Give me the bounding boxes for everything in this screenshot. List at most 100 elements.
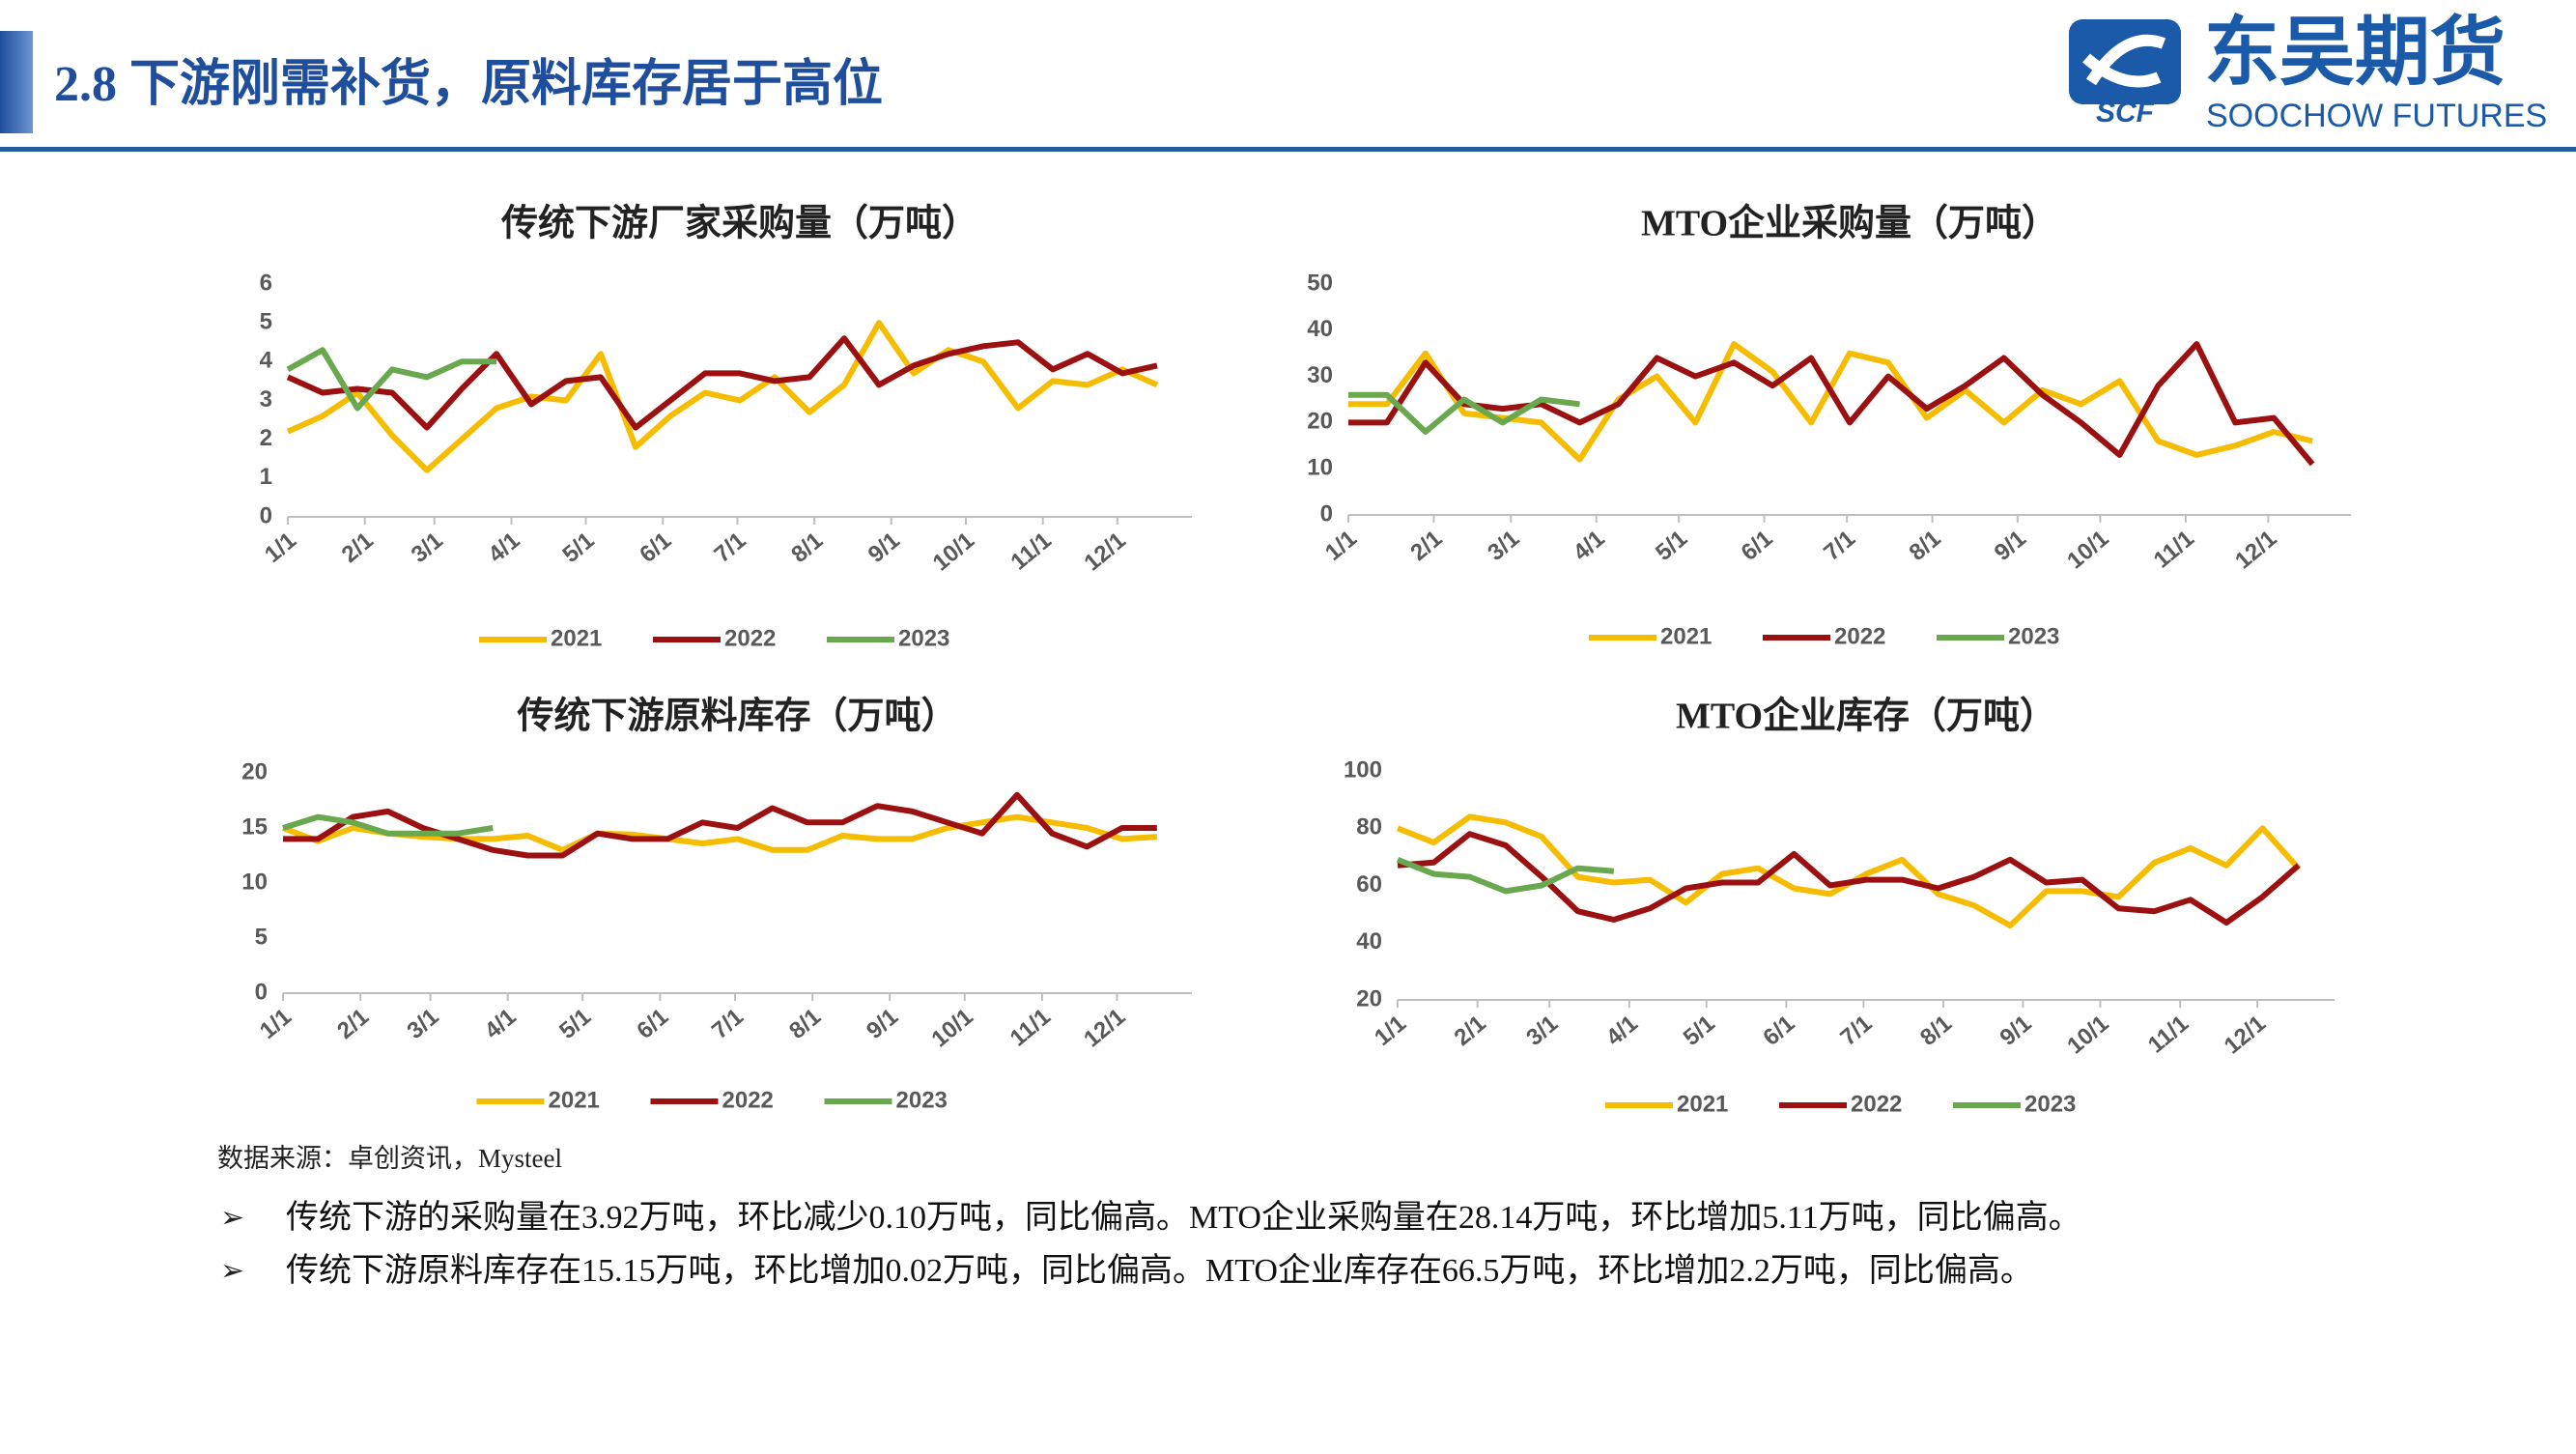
y-tick-label: 20 xyxy=(241,758,268,784)
y-tick-label: 40 xyxy=(1307,316,1333,342)
x-tick-label: 5/1 xyxy=(554,1004,596,1044)
x-tick-label: 10/1 xyxy=(928,527,979,577)
series-line xyxy=(286,320,1159,473)
x-tick-label: 5/1 xyxy=(558,527,600,568)
x-tick-label: 9/1 xyxy=(862,1004,903,1044)
y-tick-label: 10 xyxy=(241,869,268,895)
x-tick-label: 3/1 xyxy=(1483,526,1524,566)
legend-label: 2022 xyxy=(722,1087,774,1113)
series-line xyxy=(286,347,496,412)
x-tick-label: 10/1 xyxy=(2062,1011,2113,1060)
x-tick-label: 8/1 xyxy=(784,1004,826,1044)
series-line xyxy=(1348,341,2315,467)
x-tick-label: 6/1 xyxy=(635,527,676,568)
note: 传统下游的采购量在3.92万吨，环比减少0.10万吨，同比偏高。MTO企业采购量… xyxy=(286,1199,2081,1236)
x-tick-label: 4/1 xyxy=(480,1004,522,1044)
x-tick-label: 12/1 xyxy=(1079,1004,1130,1053)
x-tick-label: 2/1 xyxy=(332,1004,374,1044)
chart-title: 传统下游原料库存（万吨） xyxy=(516,697,957,737)
x-tick-label: 7/1 xyxy=(707,1004,749,1044)
x-tick-label: 3/1 xyxy=(403,1004,444,1044)
y-tick-label: 20 xyxy=(1356,985,1382,1012)
x-tick-label: 2/1 xyxy=(337,527,379,568)
legend-label: 2022 xyxy=(1834,623,1885,649)
series-line xyxy=(1396,857,1615,895)
x-tick-label: 3/1 xyxy=(407,527,448,568)
series-line xyxy=(283,791,1157,859)
bullet: ➢ xyxy=(220,1202,244,1234)
header-bar xyxy=(0,31,33,133)
series-line xyxy=(1348,341,2313,463)
brand-cn: 东吴期货 xyxy=(2204,10,2505,95)
x-tick-label: 4/1 xyxy=(1601,1011,1643,1051)
legend-label: 2021 xyxy=(1660,623,1712,649)
x-tick-label: 7/1 xyxy=(1835,1011,1877,1051)
x-tick-label: 3/1 xyxy=(1521,1011,1563,1051)
x-tick-label: 11/1 xyxy=(1005,1004,1056,1052)
x-tick-label: 5/1 xyxy=(1679,1011,1720,1051)
x-tick-label: 6/1 xyxy=(632,1004,673,1044)
y-tick-label: 15 xyxy=(241,813,268,840)
x-tick-label: 11/1 xyxy=(2143,1011,2194,1059)
y-tick-label: 4 xyxy=(260,348,273,374)
series-line xyxy=(281,813,1157,853)
y-tick-label: 30 xyxy=(1307,362,1333,388)
legend-label: 2023 xyxy=(896,1087,948,1113)
x-tick-label: 1/1 xyxy=(1370,1011,1411,1051)
chart-title: MTO企业库存（万吨） xyxy=(1676,696,2056,737)
y-tick-label: 80 xyxy=(1356,814,1382,841)
legend-label: 2022 xyxy=(724,625,776,651)
note: 传统下游原料库存在15.15万吨，环比增加0.02万吨，同比偏高。MTO企业库存… xyxy=(286,1252,2033,1289)
x-tick-label: 5/1 xyxy=(1651,526,1692,566)
x-tick-label: 8/1 xyxy=(1915,1011,1957,1051)
y-tick-label: 6 xyxy=(260,270,272,296)
y-tick-label: 1 xyxy=(260,464,272,490)
y-tick-label: 50 xyxy=(1307,270,1333,296)
x-tick-label: 8/1 xyxy=(786,527,828,568)
x-tick-label: 1/1 xyxy=(260,527,301,568)
logo-abbr: SCF xyxy=(2096,97,2155,128)
legend-label: 2022 xyxy=(1851,1091,1902,1117)
x-tick-label: 10/1 xyxy=(927,1004,978,1053)
series-line xyxy=(1348,391,1580,435)
x-tick-label: 12/1 xyxy=(2220,1011,2271,1060)
x-tick-label: 8/1 xyxy=(1905,526,1946,566)
x-tick-label: 6/1 xyxy=(1737,526,1778,566)
x-tick-label: 4/1 xyxy=(1569,526,1610,566)
y-tick-label: 5 xyxy=(260,309,272,335)
x-tick-label: 11/1 xyxy=(2149,526,2199,574)
legend-label: 2023 xyxy=(2024,1091,2076,1117)
legend-label: 2023 xyxy=(2008,623,2059,649)
y-tick-label: 60 xyxy=(1356,871,1382,898)
y-tick-label: 2 xyxy=(260,425,272,451)
x-tick-label: 2/1 xyxy=(1405,526,1447,566)
brand-en: SOOCHOW FUTURES xyxy=(2206,98,2547,134)
legend-label: 2023 xyxy=(898,625,949,651)
x-tick-label: 10/1 xyxy=(2062,526,2113,575)
x-tick-label: 12/1 xyxy=(1080,527,1131,577)
y-tick-label: 3 xyxy=(260,386,272,413)
y-tick-label: 0 xyxy=(1320,500,1333,527)
series-line xyxy=(1397,831,2301,926)
x-tick-label: 2/1 xyxy=(1450,1011,1491,1051)
series-line xyxy=(286,335,1158,431)
source: 数据来源：卓创资讯，Mysteel xyxy=(217,1144,562,1173)
x-tick-label: 9/1 xyxy=(863,527,905,568)
x-tick-label: 1/1 xyxy=(1320,526,1362,566)
y-tick-label: 0 xyxy=(255,979,268,1005)
slide-title: 2.8 下游刚需补货，原料库存居于高位 xyxy=(54,56,883,112)
y-tick-label: 10 xyxy=(1307,455,1333,481)
header-rule xyxy=(0,147,2576,152)
legend-label: 2021 xyxy=(1677,1091,1728,1117)
x-tick-label: 9/1 xyxy=(1995,1011,2036,1051)
bullet: ➢ xyxy=(220,1255,244,1287)
y-tick-label: 100 xyxy=(1344,756,1382,783)
y-tick-label: 40 xyxy=(1356,928,1382,955)
logo: SCF 东吴期货 SOOCHOW FUTURES xyxy=(2069,10,2547,134)
series-line xyxy=(282,813,494,837)
y-tick-label: 20 xyxy=(1307,409,1333,435)
logo-swirl xyxy=(2082,34,2166,88)
legend-label: 2021 xyxy=(551,625,602,651)
y-tick-label: 0 xyxy=(260,502,272,528)
